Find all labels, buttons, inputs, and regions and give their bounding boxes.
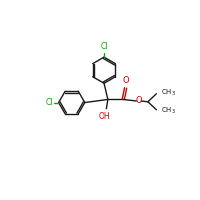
- Text: OH: OH: [99, 112, 111, 121]
- Text: CH$_3$: CH$_3$: [161, 105, 176, 116]
- Text: Cl: Cl: [100, 42, 108, 51]
- Text: O: O: [122, 76, 129, 85]
- Text: Cl: Cl: [46, 98, 54, 107]
- Text: O: O: [136, 96, 142, 105]
- Text: CH$_3$: CH$_3$: [161, 88, 176, 98]
